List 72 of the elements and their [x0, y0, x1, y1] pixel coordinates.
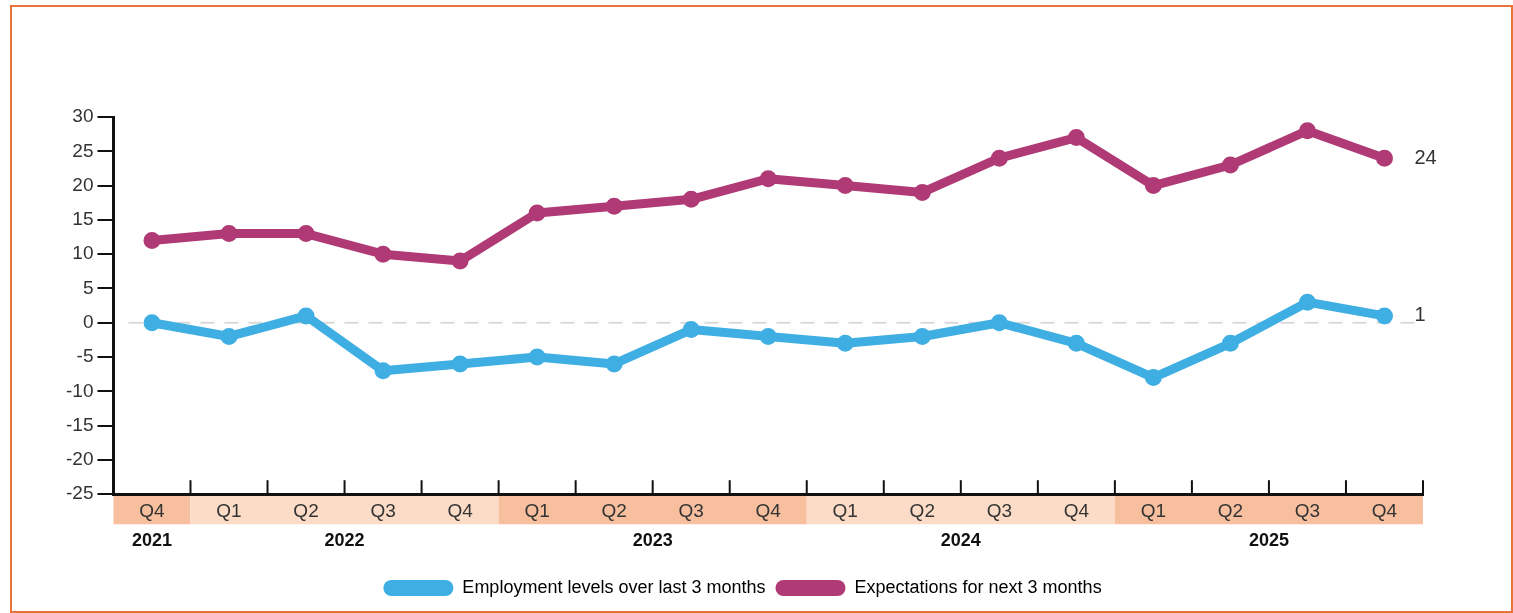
point: [990, 149, 1008, 167]
y-tick-label: 15: [72, 208, 94, 230]
point: [1144, 369, 1162, 387]
x-tick-label: Q2: [909, 499, 935, 521]
point: [1298, 122, 1316, 140]
point: [1298, 293, 1316, 311]
x-tick-label: Q3: [370, 499, 396, 521]
text: 2025: [1248, 530, 1289, 551]
point: [143, 231, 161, 249]
text: 2023: [632, 530, 673, 551]
point: [451, 355, 469, 373]
legend-label: Employment levels over last 3 months: [462, 576, 766, 597]
text: 2021: [131, 530, 172, 551]
y-tick-label: 0: [82, 310, 94, 332]
x-tick-label: Q4: [755, 499, 782, 521]
y-tick-label: -25: [65, 482, 94, 504]
data-label: 24: [1414, 145, 1437, 168]
x-tick-label: Q1: [1140, 499, 1167, 521]
point: [374, 362, 392, 380]
y-tick-label: -15: [65, 413, 94, 435]
x-tick-label: Q2: [601, 499, 627, 521]
x-tick-label: Q4: [139, 499, 166, 521]
y-tick-label: 5: [82, 276, 94, 298]
y-tick-label: 10: [72, 242, 94, 264]
point: [1221, 156, 1239, 174]
point: [990, 314, 1008, 332]
y-tick-label: 25: [72, 139, 94, 161]
point: [1144, 177, 1162, 195]
point: [605, 197, 623, 215]
point: [528, 204, 546, 222]
point: [1221, 334, 1239, 352]
point: [1375, 307, 1393, 325]
point: [913, 327, 931, 345]
point: [1375, 149, 1393, 167]
x-tick-label: Q2: [293, 499, 319, 521]
point: [759, 327, 777, 345]
y-tick-label: -20: [65, 448, 94, 470]
text: 2022: [324, 530, 365, 551]
point: [1067, 334, 1085, 352]
point: [528, 348, 546, 366]
point: [1067, 129, 1085, 147]
point: [682, 190, 700, 208]
point: [297, 307, 315, 325]
x-tick-label: Q4: [447, 499, 474, 521]
x-tick-label: Q3: [678, 499, 704, 521]
point: [297, 225, 315, 243]
y-tick-label: 20: [72, 173, 94, 195]
x-tick-label: Q1: [832, 499, 858, 521]
point: [836, 177, 854, 195]
y-tick-label: -10: [65, 379, 94, 401]
y-tick-label: -5: [76, 345, 94, 367]
legend-label: Expectations for next 3 months: [854, 576, 1102, 597]
x-tick-label: Q1: [216, 499, 242, 521]
point: [682, 321, 700, 339]
point: [913, 183, 931, 201]
text: 2024: [940, 530, 981, 551]
point: [836, 334, 854, 352]
point: [605, 355, 623, 373]
data-label: 1: [1414, 303, 1426, 326]
x-tick-label: Q4: [1063, 499, 1090, 521]
point: [143, 314, 161, 332]
point: [451, 252, 469, 270]
x-tick-label: Q2: [1217, 499, 1244, 521]
point: [220, 327, 238, 345]
x-tick-label: Q4: [1371, 499, 1398, 521]
x-tick-label: Q3: [986, 499, 1013, 521]
x-tick-label: Q1: [524, 499, 550, 521]
x-tick-label: Q3: [1294, 499, 1321, 521]
point: [374, 245, 392, 263]
y-tick-label: 30: [72, 105, 94, 127]
point: [759, 170, 777, 188]
point: [220, 225, 238, 243]
